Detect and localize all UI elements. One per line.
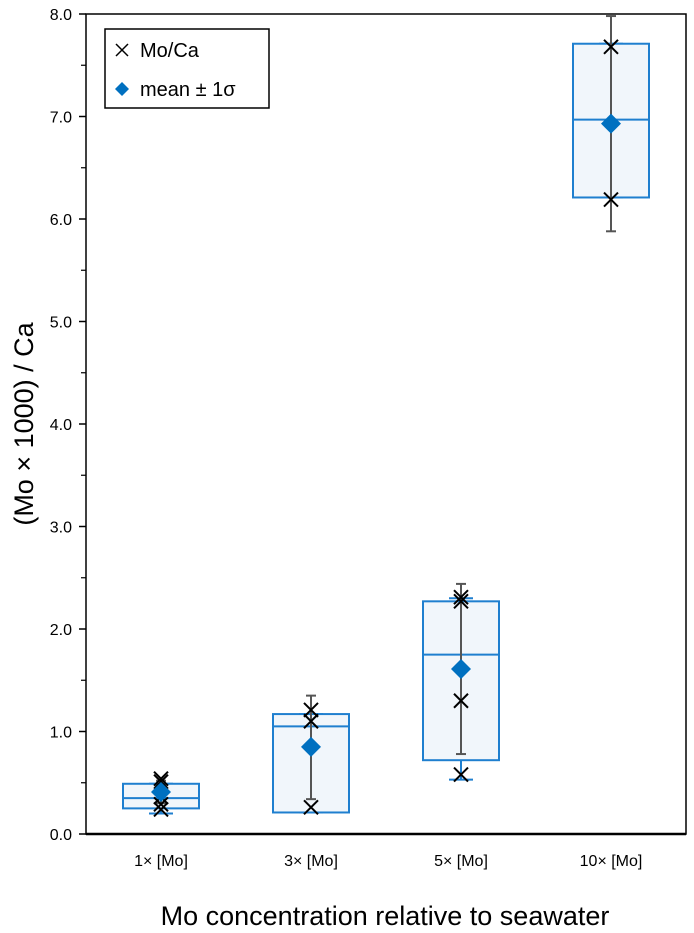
x-marker-icon: [115, 43, 129, 57]
data-point: [303, 702, 319, 718]
x-tick-label: 5× [Mo]: [434, 853, 488, 870]
data-point: [603, 191, 619, 208]
plot-area: 0.0 1.0 2.0 3.0 4.0 5.0 6.0 7.0 8.0 1× [Mo] 3× [Mo…: [50, 7, 687, 870]
y-tick-label: 4.0: [50, 417, 72, 434]
y-tick-label: 0.0: [50, 827, 72, 844]
legend-label-points: Mo/Ca: [140, 40, 200, 62]
x-axis-label: Mo concentration relative to seawater: [161, 901, 610, 931]
data-point: [153, 801, 169, 818]
y-tick-label: 5.0: [50, 315, 72, 332]
y-tick-label: 3.0: [50, 520, 72, 537]
mean-marker: [151, 781, 171, 802]
legend-box: [104, 28, 270, 109]
legend: Mo/Ca mean ± 1σ: [104, 28, 270, 109]
data-point: [453, 693, 469, 709]
mean-marker: [451, 658, 471, 679]
data-point: [153, 774, 169, 790]
data-point: [453, 593, 469, 610]
data-point: [453, 766, 469, 783]
x-tick-label: 10× [Mo]: [580, 853, 643, 870]
data-point: [153, 796, 169, 812]
mean-marker: [301, 736, 321, 757]
y-tick-label: 2.0: [50, 622, 72, 639]
x-tick-label: 1× [Mo]: [134, 853, 188, 870]
data-point: [453, 589, 469, 605]
data-point: [303, 713, 319, 729]
y-tick-label: 1.0: [50, 725, 72, 742]
y-axis-label: (Mo × 1000) / Ca: [9, 321, 39, 525]
diamond-marker-icon: [115, 82, 129, 96]
data-point: [303, 799, 319, 816]
legend-label-mean: mean ± 1σ: [140, 79, 236, 101]
data-point: [603, 39, 619, 55]
y-tick-label: 8.0: [50, 7, 72, 24]
x-tick-label: 3× [Mo]: [284, 853, 338, 870]
mean-marker: [601, 113, 621, 134]
y-tick-label: 7.0: [50, 110, 72, 127]
y-tick-label: 6.0: [50, 212, 72, 229]
data-point: [153, 770, 169, 787]
